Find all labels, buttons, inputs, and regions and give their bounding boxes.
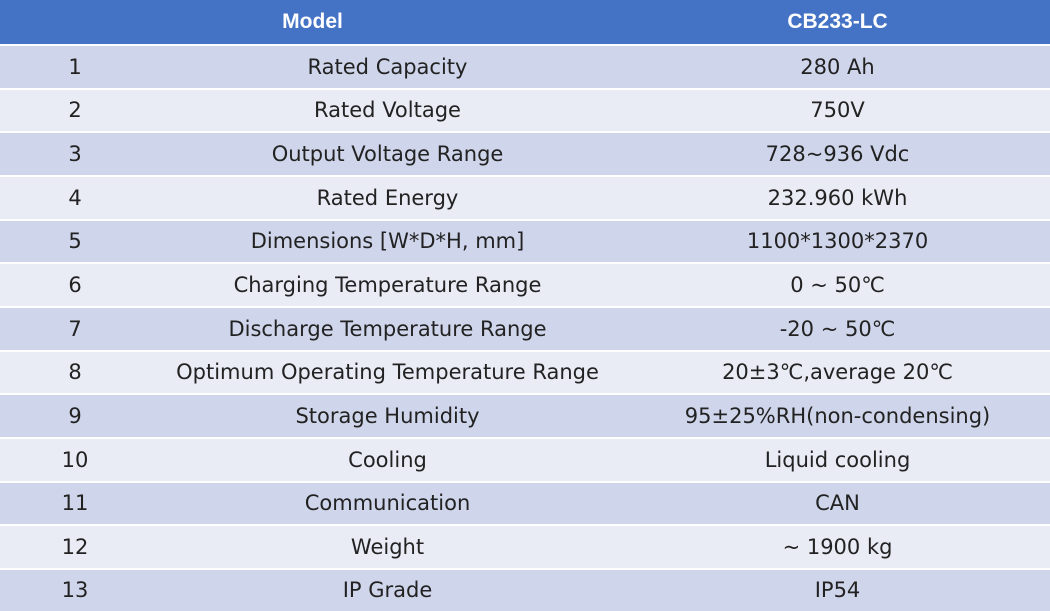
- row-number: 13: [0, 567, 150, 611]
- row-number: 7: [0, 305, 150, 351]
- row-number: 3: [0, 131, 150, 176]
- table-row: 5 Dimensions [W*D*H, mm] 1100*1300*2370: [0, 218, 1050, 264]
- value: ~ 1900 kg: [625, 524, 1050, 569]
- row-number: 9: [0, 393, 150, 438]
- value: 280 Ah: [625, 44, 1050, 89]
- table-row: 12 Weight ~ 1900 kg: [0, 524, 1050, 569]
- value: 0 ~ 50℃: [625, 262, 1050, 307]
- parameter: Storage Humidity: [150, 393, 626, 438]
- table-row: 3 Output Voltage Range 728~936 Vdc: [0, 131, 1050, 176]
- value: 232.960 kWh: [625, 174, 1050, 220]
- table-row: 9 Storage Humidity 95±25%RH(non-condensing…: [0, 393, 1050, 438]
- row-number: 1: [0, 44, 150, 89]
- value: -20 ~ 50℃: [625, 305, 1050, 351]
- parameter: Cooling: [150, 436, 626, 482]
- value: 20±3℃,average 20℃: [625, 349, 1050, 395]
- table-row: 7 Discharge Temperature Range -20 ~ 50℃: [0, 305, 1050, 351]
- table-body: 1 Rated Capacity 280 Ah 2 Rated Voltage 750V 3…: [0, 44, 1050, 611]
- value: 95±25%RH(non-condensing): [625, 393, 1050, 438]
- table-row: 8 Optimum Operating Temperature Range 20±3…: [0, 349, 1050, 395]
- parameter: Dimensions [W*D*H, mm]: [150, 218, 626, 264]
- header-row: Model CB233-LC: [0, 0, 1050, 45]
- table-row: 4 Rated Energy 232.960 kWh: [0, 174, 1050, 220]
- value: 728~936 Vdc: [625, 131, 1050, 176]
- parameter: Discharge Temperature Range: [150, 305, 626, 351]
- table-row: 1 Rated Capacity 280 Ah: [0, 44, 1050, 89]
- row-number: 6: [0, 262, 150, 307]
- row-number: 10: [0, 436, 150, 482]
- table-header: Model CB233-LC: [0, 0, 1050, 45]
- table-row: 2 Rated Voltage 750V: [0, 87, 1050, 133]
- value: 750V: [625, 87, 1050, 133]
- value: Liquid cooling: [625, 436, 1050, 482]
- header-model: CB233-LC: [625, 0, 1050, 45]
- parameter: IP Grade: [150, 567, 626, 611]
- table-row: 6 Charging Temperature Range 0 ~ 50℃: [0, 262, 1050, 307]
- row-number: 5: [0, 218, 150, 264]
- row-number: 2: [0, 87, 150, 133]
- parameter: Rated Energy: [150, 174, 626, 220]
- parameter: Rated Voltage: [150, 87, 626, 133]
- table-row: 11 Communication CAN: [0, 480, 1050, 526]
- table-row: 13 IP Grade IP54: [0, 567, 1050, 611]
- row-number: 12: [0, 524, 150, 569]
- value: 1100*1300*2370: [625, 218, 1050, 264]
- parameter: Optimum Operating Temperature Range: [150, 349, 626, 395]
- parameter: Communication: [150, 480, 626, 526]
- row-number: 4: [0, 174, 150, 220]
- row-number: 11: [0, 480, 150, 526]
- value: CAN: [625, 480, 1050, 526]
- table-row: 10 Cooling Liquid cooling: [0, 436, 1050, 482]
- parameter: Weight: [150, 524, 626, 569]
- header-title: Model: [0, 0, 626, 45]
- parameter: Charging Temperature Range: [150, 262, 626, 307]
- parameter: Output Voltage Range: [150, 131, 626, 176]
- row-number: 8: [0, 349, 150, 395]
- value: IP54: [625, 567, 1050, 611]
- parameter: Rated Capacity: [150, 44, 626, 89]
